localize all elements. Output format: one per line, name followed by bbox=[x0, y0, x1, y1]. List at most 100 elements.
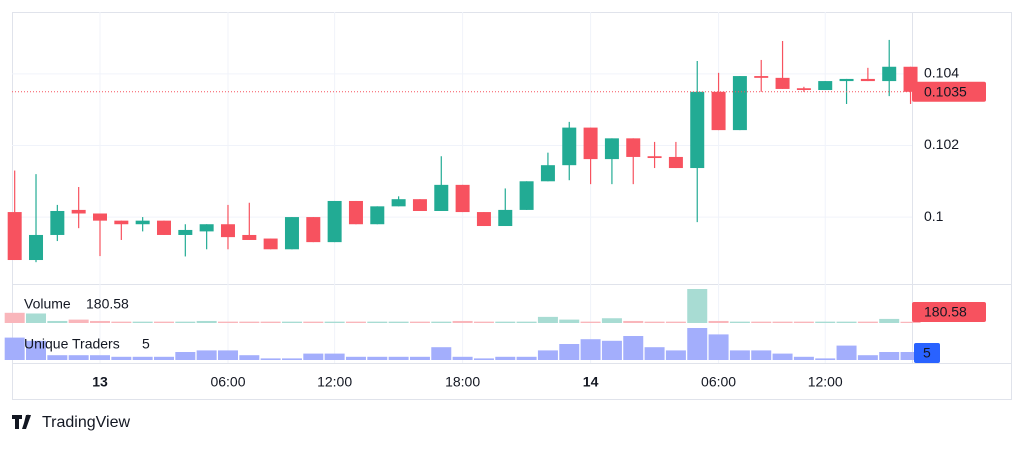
volume-bar bbox=[431, 321, 452, 323]
volume-bar bbox=[217, 321, 238, 323]
candle-body bbox=[306, 217, 321, 243]
volume-bar bbox=[537, 316, 558, 323]
traders-bar bbox=[239, 355, 260, 360]
candle-body bbox=[860, 78, 875, 82]
volume-bar bbox=[580, 321, 601, 323]
traders-bar bbox=[729, 350, 750, 360]
x-tick-label: 13 bbox=[92, 374, 108, 390]
y-tick-label: 0.1 bbox=[924, 208, 944, 224]
candle-body bbox=[370, 206, 385, 225]
axis: 0.1 0.102 0.104 13 06:00 12:00 18:00 14 06:00 12:… bbox=[92, 65, 986, 390]
volume-bar bbox=[409, 321, 430, 323]
volume-bar bbox=[751, 321, 772, 323]
x-tick-label: 14 bbox=[583, 374, 599, 390]
traders-bar bbox=[772, 353, 793, 360]
candle-body bbox=[242, 234, 257, 240]
volume-bar bbox=[495, 321, 516, 323]
x-tick-label: 12:00 bbox=[808, 374, 843, 390]
candle-body bbox=[668, 156, 683, 169]
volume-bar bbox=[601, 318, 622, 323]
traders-bar bbox=[857, 355, 878, 360]
volume-bar bbox=[47, 320, 68, 323]
traders-bar bbox=[900, 352, 921, 360]
volume-bar bbox=[516, 321, 537, 323]
candle-body bbox=[455, 184, 470, 213]
candle-body bbox=[754, 76, 769, 78]
traders-bar bbox=[367, 356, 388, 360]
volume-bar bbox=[559, 319, 580, 323]
traders-bar bbox=[687, 328, 708, 360]
traders-bar bbox=[836, 345, 857, 360]
traders-bar bbox=[324, 353, 345, 360]
volume-bar bbox=[132, 321, 153, 323]
volume-bar bbox=[836, 321, 857, 323]
candle-body bbox=[818, 81, 833, 91]
grid bbox=[12, 12, 912, 363]
traders-bar bbox=[473, 358, 494, 360]
candle-body bbox=[412, 199, 427, 211]
volume-bar bbox=[324, 321, 345, 323]
volume-bar bbox=[644, 321, 665, 323]
volume-bar bbox=[175, 321, 196, 323]
brand-name: TradingView bbox=[42, 414, 130, 431]
traders-bar bbox=[153, 356, 174, 360]
traders-bar bbox=[751, 350, 772, 360]
frame bbox=[12, 12, 1012, 400]
candle-body bbox=[519, 181, 534, 210]
volume-tag bbox=[912, 302, 986, 322]
traders-bar bbox=[388, 356, 409, 360]
volume-bar bbox=[452, 320, 473, 323]
candle-body bbox=[775, 77, 790, 89]
traders-bar bbox=[495, 356, 516, 360]
candle-body bbox=[220, 224, 235, 238]
traders-bar bbox=[409, 356, 430, 360]
candle-body bbox=[29, 234, 44, 261]
volume-bar bbox=[729, 321, 750, 323]
traders-bar bbox=[559, 344, 580, 360]
last-price-tag bbox=[912, 81, 986, 102]
traders-bar bbox=[345, 356, 366, 360]
volume-bar bbox=[388, 321, 409, 323]
traders-bar bbox=[623, 336, 644, 360]
candle-body bbox=[93, 213, 107, 221]
y-tick-label: 0.104 bbox=[924, 65, 959, 81]
candle-body bbox=[284, 217, 299, 250]
candle-body bbox=[7, 212, 22, 261]
traders-legend-value: 5 bbox=[142, 336, 150, 352]
candle-body bbox=[476, 212, 491, 227]
volume-bar bbox=[772, 321, 793, 323]
traders-legend: Unique Traders bbox=[24, 336, 120, 352]
traders-bar bbox=[196, 350, 217, 360]
volume-bar bbox=[153, 321, 174, 323]
traders-bar bbox=[47, 355, 68, 360]
x-tick-label: 06:00 bbox=[210, 374, 245, 390]
volume-bar bbox=[260, 321, 281, 323]
candle-body bbox=[583, 127, 598, 160]
traders-bar bbox=[815, 358, 836, 360]
traders-bar bbox=[4, 337, 25, 360]
volume-bar bbox=[4, 312, 25, 323]
traders-bar bbox=[537, 350, 558, 360]
candle-body bbox=[882, 66, 897, 82]
traders-bar bbox=[431, 347, 452, 360]
volume-bar bbox=[879, 318, 900, 323]
candle-body bbox=[839, 78, 854, 82]
candle-body bbox=[114, 220, 129, 225]
traders-tag-label: 5 bbox=[923, 345, 931, 361]
traders-bar bbox=[452, 356, 473, 360]
volume-bar bbox=[793, 321, 814, 323]
candle-body bbox=[690, 91, 705, 169]
volume-bar bbox=[196, 320, 217, 323]
x-tick-label: 12:00 bbox=[317, 374, 352, 390]
traders-bar bbox=[132, 356, 153, 360]
traders-bar bbox=[90, 355, 110, 360]
traders-bar bbox=[516, 356, 537, 360]
volume-bar bbox=[857, 321, 878, 323]
volume-bar bbox=[345, 321, 366, 323]
volume-bar bbox=[90, 320, 110, 323]
candle-body bbox=[711, 91, 726, 131]
volume-bar bbox=[111, 321, 132, 323]
last-price-label: 0.1035 bbox=[924, 84, 967, 100]
